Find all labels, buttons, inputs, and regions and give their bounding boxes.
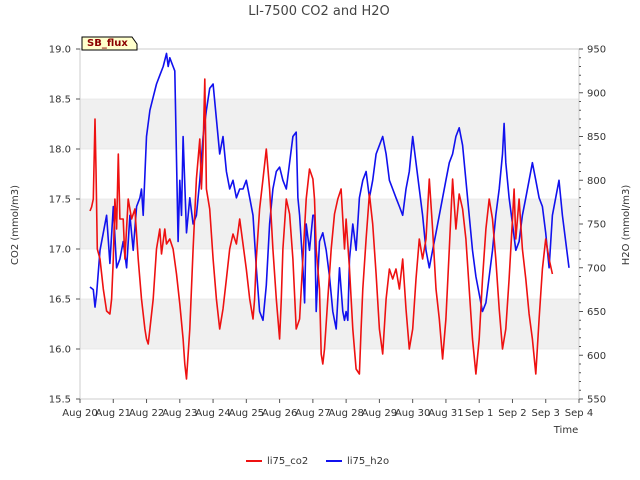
y-right-tick-label: 850 [587,132,606,143]
x-tick-label: Aug 27 [295,408,330,419]
y-left-tick-label: 17.5 [49,195,71,206]
x-tick-label: Aug 25 [229,408,264,419]
x-tick-label: Aug 20 [62,408,97,419]
x-tick-label: Aug 22 [129,408,164,419]
y-left-tick-label: 18.0 [49,145,71,156]
y-left-tick-label: 15.5 [49,395,71,406]
y-right-tick-label: 600 [587,351,606,362]
y-left-tick-label: 19.0 [49,45,71,56]
x-tick-label: Sep 3 [532,408,560,419]
y-left-tick-label: 16.0 [49,345,71,356]
x-tick-label: Sep 2 [498,408,526,419]
y-right-tick-label: 750 [587,220,606,231]
y-right-tick-label: 900 [587,88,606,99]
y-right-tick-label: 950 [587,45,606,56]
y-right-axis-ticks: 550 600 650 700 750 800 850 900 950 [579,45,606,406]
y-left-tick-label: 17.0 [49,245,71,256]
legend: li75_co2 li75_h2o [246,456,389,467]
y-right-axis-label: H2O (mmol/m3) [621,185,632,266]
y-right-tick-label: 800 [587,176,606,187]
chart-title: LI-7500 CO2 and H2O [248,4,390,19]
x-tick-label: Aug 28 [328,408,363,419]
x-tick-label: Aug 21 [96,408,131,419]
y-left-tick-label: 18.5 [49,95,71,106]
badge-box [81,36,138,51]
band [80,199,579,249]
site-badge: SB_flux [81,36,138,51]
legend-label-h2o: li75_h2o [347,456,389,467]
x-tick-label: Aug 26 [262,408,297,419]
y-left-axis-label: CO2 (mmol/m3) [10,185,21,265]
series-li75_h2o [89,52,570,330]
x-tick-label: Aug 23 [162,408,197,419]
x-tick-label: Aug 31 [428,408,463,419]
y-right-tick-label: 650 [587,307,606,318]
y-left-axis-ticks: 15.5 16.0 16.5 17.0 17.5 18.0 18.5 19.0 [49,45,80,406]
y-left-tick-label: 16.5 [49,295,71,306]
x-tick-label: Aug 30 [395,408,430,419]
x-tick-label: Aug 29 [362,408,397,419]
legend-label-co2: li75_co2 [267,456,308,467]
x-tick-label: Sep 1 [465,408,493,419]
x-tick-label: Aug 24 [195,408,230,419]
series-layer [89,52,570,380]
x-tick-label: Sep 4 [565,408,593,419]
band [80,299,579,349]
badge-text: SB_flux [87,38,128,49]
background-bands [80,99,579,349]
x-axis-label: Time [553,425,578,436]
band [80,99,579,149]
y-right-tick-label: 700 [587,263,606,274]
series-li75_co2 [89,78,554,380]
y-right-tick-label: 550 [587,395,606,406]
